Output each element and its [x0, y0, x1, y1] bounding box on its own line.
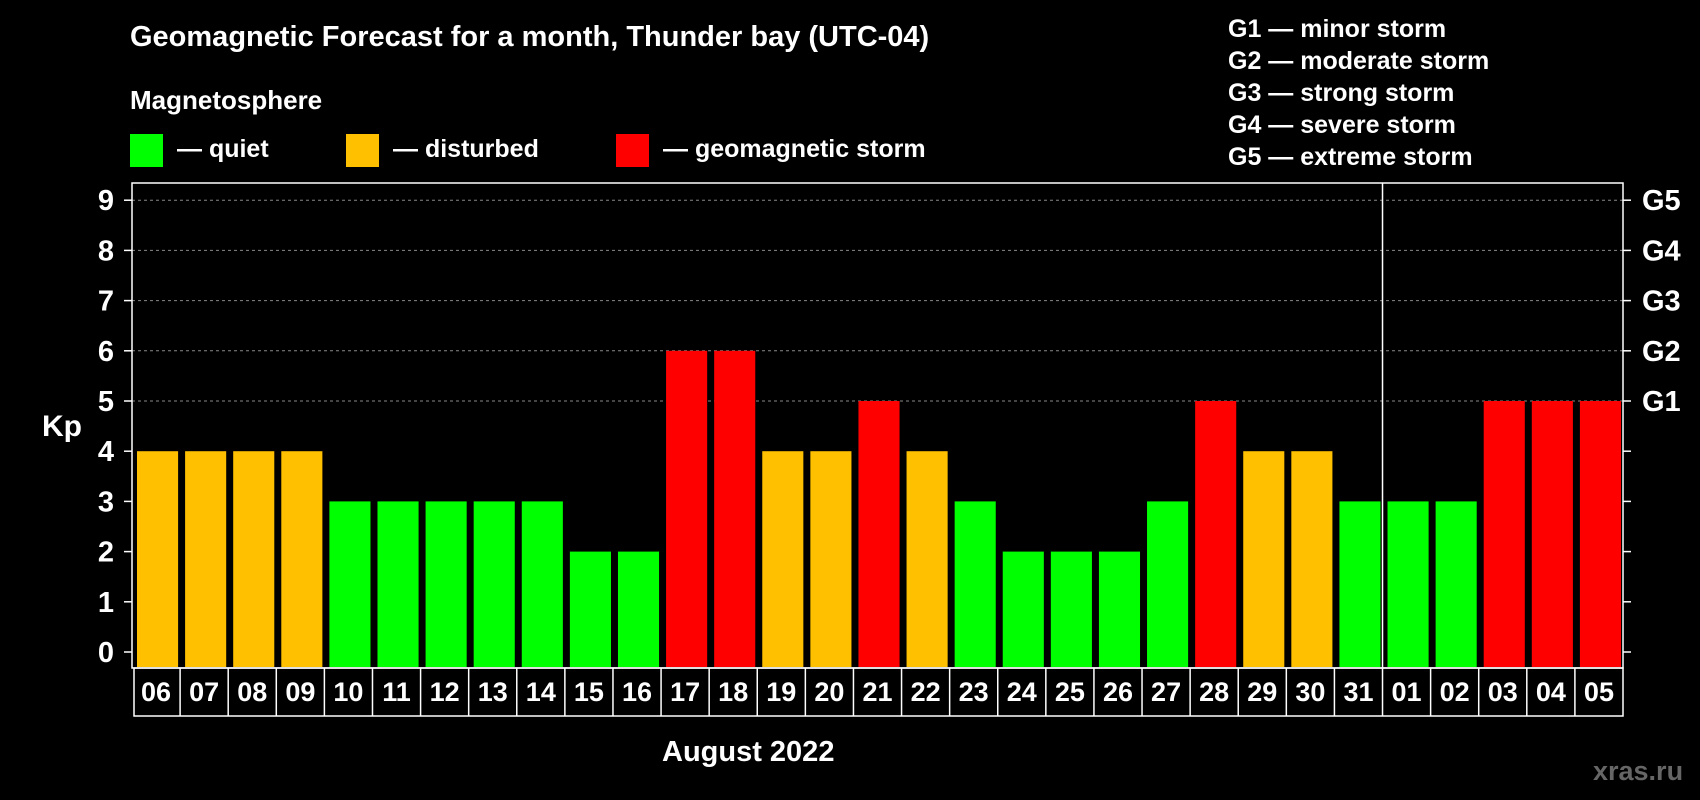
y-tick-label-9: 9: [98, 185, 114, 217]
y-tick-label-8: 8: [98, 235, 114, 267]
bar-29: [1243, 451, 1285, 667]
x-tick-label-06: 06: [141, 677, 171, 707]
y-tick-label-7: 7: [98, 286, 114, 318]
x-tick-label-21: 21: [862, 677, 892, 707]
bar-18: [714, 350, 756, 667]
y-tick-label-5: 5: [98, 386, 114, 418]
legend-swatch-disturbed: [346, 134, 379, 167]
bar-11: [377, 501, 419, 667]
bar-17: [666, 350, 708, 667]
x-tick-label-30: 30: [1295, 677, 1325, 707]
bar-06: [137, 451, 179, 667]
bar-14: [521, 501, 563, 667]
right-tick-label-G2: G2: [1642, 336, 1681, 368]
bar-08: [233, 451, 275, 667]
bar-27: [1147, 501, 1189, 667]
x-tick-label-18: 18: [718, 677, 748, 707]
x-tick-label-25: 25: [1055, 677, 1085, 707]
x-tick-label-24: 24: [1007, 677, 1037, 707]
x-tick-label-01: 01: [1392, 677, 1422, 707]
x-tick-label-08: 08: [237, 677, 267, 707]
bar-02: [1435, 501, 1477, 667]
legend-heading: Magnetosphere: [130, 85, 323, 115]
legend-label-disturbed: — disturbed: [393, 135, 539, 163]
date-row-frame: [133, 667, 1624, 717]
x-tick-label-26: 26: [1103, 677, 1133, 707]
bar-25: [1050, 551, 1092, 667]
legend-label-storm: — geomagnetic storm: [663, 135, 926, 163]
x-tick-label-12: 12: [430, 677, 460, 707]
x-tick-label-13: 13: [478, 677, 508, 707]
y-tick-label-2: 2: [98, 537, 114, 569]
y-tick-label-0: 0: [98, 637, 114, 669]
x-tick-label-02: 02: [1440, 677, 1470, 707]
right-tick-label-G5: G5: [1642, 185, 1681, 217]
x-tick-label-27: 27: [1151, 677, 1181, 707]
x-tick-label-22: 22: [911, 677, 941, 707]
storm-scale-g4: G4 — severe storm: [1228, 111, 1456, 139]
storm-scale-legend: G1 — minor storm G2 — moderate storm G3 …: [1228, 13, 1489, 173]
bar-16: [617, 551, 660, 667]
bar-07: [185, 451, 227, 667]
bar-12: [425, 501, 467, 667]
bar-24: [1002, 551, 1044, 667]
bar-31: [1339, 501, 1381, 667]
x-tick-label-07: 07: [189, 677, 219, 707]
y-tick-label-1: 1: [98, 587, 114, 619]
right-tick-label-G4: G4: [1642, 235, 1681, 267]
x-tick-label-28: 28: [1199, 677, 1229, 707]
bar-23: [954, 501, 996, 667]
x-tick-label-04: 04: [1536, 677, 1566, 707]
bar-30: [1291, 451, 1333, 667]
bar-13: [473, 501, 515, 667]
bar-05: [1579, 401, 1621, 667]
x-tick-label-14: 14: [526, 677, 556, 707]
storm-scale-g3: G3 — strong storm: [1228, 79, 1455, 107]
bar-03: [1483, 401, 1525, 667]
bar-10: [329, 501, 371, 667]
x-tick-label-10: 10: [333, 677, 363, 707]
y-tick-label-3: 3: [98, 486, 114, 518]
bar-28: [1195, 401, 1237, 667]
bar-26: [1098, 551, 1141, 667]
bar-20: [810, 451, 852, 667]
x-tick-label-09: 09: [285, 677, 315, 707]
bar-09: [281, 451, 323, 667]
x-tick-label-19: 19: [766, 677, 796, 707]
x-tick-label-23: 23: [959, 677, 989, 707]
bar-19: [762, 451, 804, 667]
bar-15: [569, 551, 611, 667]
y-tick-label-6: 6: [98, 336, 114, 368]
x-tick-label-29: 29: [1247, 677, 1277, 707]
right-tick-label-G3: G3: [1642, 286, 1681, 318]
chart-title: Geomagnetic Forecast for a month, Thunde…: [130, 21, 930, 53]
x-tick-label-05: 05: [1584, 677, 1614, 707]
x-tick-label-11: 11: [382, 677, 411, 707]
right-tick-label-G1: G1: [1642, 386, 1681, 418]
storm-scale-g5: G5 — extreme storm: [1228, 143, 1473, 171]
legend-swatch-quiet: [130, 134, 163, 167]
x-tick-label-16: 16: [622, 677, 652, 707]
x-tick-label-31: 31: [1343, 677, 1373, 707]
x-tick-label-20: 20: [814, 677, 844, 707]
storm-scale-g2: G2 — moderate storm: [1228, 47, 1490, 75]
x-tick-label-15: 15: [574, 677, 604, 707]
storm-scale-g1: G1 — minor storm: [1228, 15, 1447, 43]
watermark: xras.ru: [1593, 756, 1684, 786]
bar-04: [1531, 401, 1573, 667]
x-axis-label: August 2022: [662, 736, 835, 768]
y-tick-label-4: 4: [98, 436, 114, 468]
legend-swatch-storm: [616, 134, 649, 167]
x-tick-label-03: 03: [1488, 677, 1518, 707]
y-axis-label: Kp: [42, 410, 82, 443]
bar-22: [906, 451, 948, 667]
bar-21: [858, 401, 900, 667]
legend-label-quiet: — quiet: [177, 135, 269, 163]
x-tick-label-17: 17: [670, 677, 700, 707]
bar-01: [1387, 501, 1429, 667]
